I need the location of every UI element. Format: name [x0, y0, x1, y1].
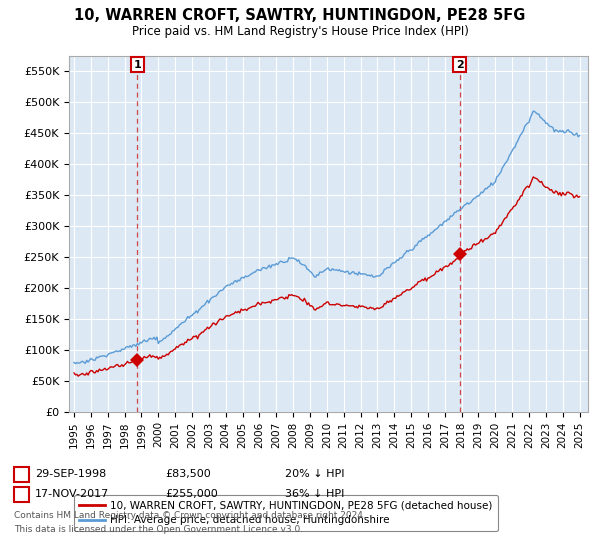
Text: 1: 1 — [17, 469, 25, 479]
Text: 10, WARREN CROFT, SAWTRY, HUNTINGDON, PE28 5FG: 10, WARREN CROFT, SAWTRY, HUNTINGDON, PE… — [74, 8, 526, 24]
Text: £255,000: £255,000 — [165, 489, 218, 499]
Text: Contains HM Land Registry data © Crown copyright and database right 2024.: Contains HM Land Registry data © Crown c… — [14, 511, 366, 520]
Text: 29-SEP-1998: 29-SEP-1998 — [35, 469, 106, 479]
Text: £83,500: £83,500 — [165, 469, 211, 479]
Text: 20% ↓ HPI: 20% ↓ HPI — [285, 469, 344, 479]
FancyBboxPatch shape — [14, 487, 29, 502]
Text: 1: 1 — [133, 59, 141, 69]
FancyBboxPatch shape — [14, 466, 29, 482]
Text: This data is licensed under the Open Government Licence v3.0.: This data is licensed under the Open Gov… — [14, 525, 303, 534]
Text: 36% ↓ HPI: 36% ↓ HPI — [285, 489, 344, 499]
Text: 2: 2 — [456, 59, 463, 69]
Legend: 10, WARREN CROFT, SAWTRY, HUNTINGDON, PE28 5FG (detached house), HPI: Average pr: 10, WARREN CROFT, SAWTRY, HUNTINGDON, PE… — [74, 495, 498, 531]
Text: 2: 2 — [17, 489, 25, 499]
Text: 17-NOV-2017: 17-NOV-2017 — [35, 489, 109, 499]
Text: Price paid vs. HM Land Registry's House Price Index (HPI): Price paid vs. HM Land Registry's House … — [131, 25, 469, 38]
